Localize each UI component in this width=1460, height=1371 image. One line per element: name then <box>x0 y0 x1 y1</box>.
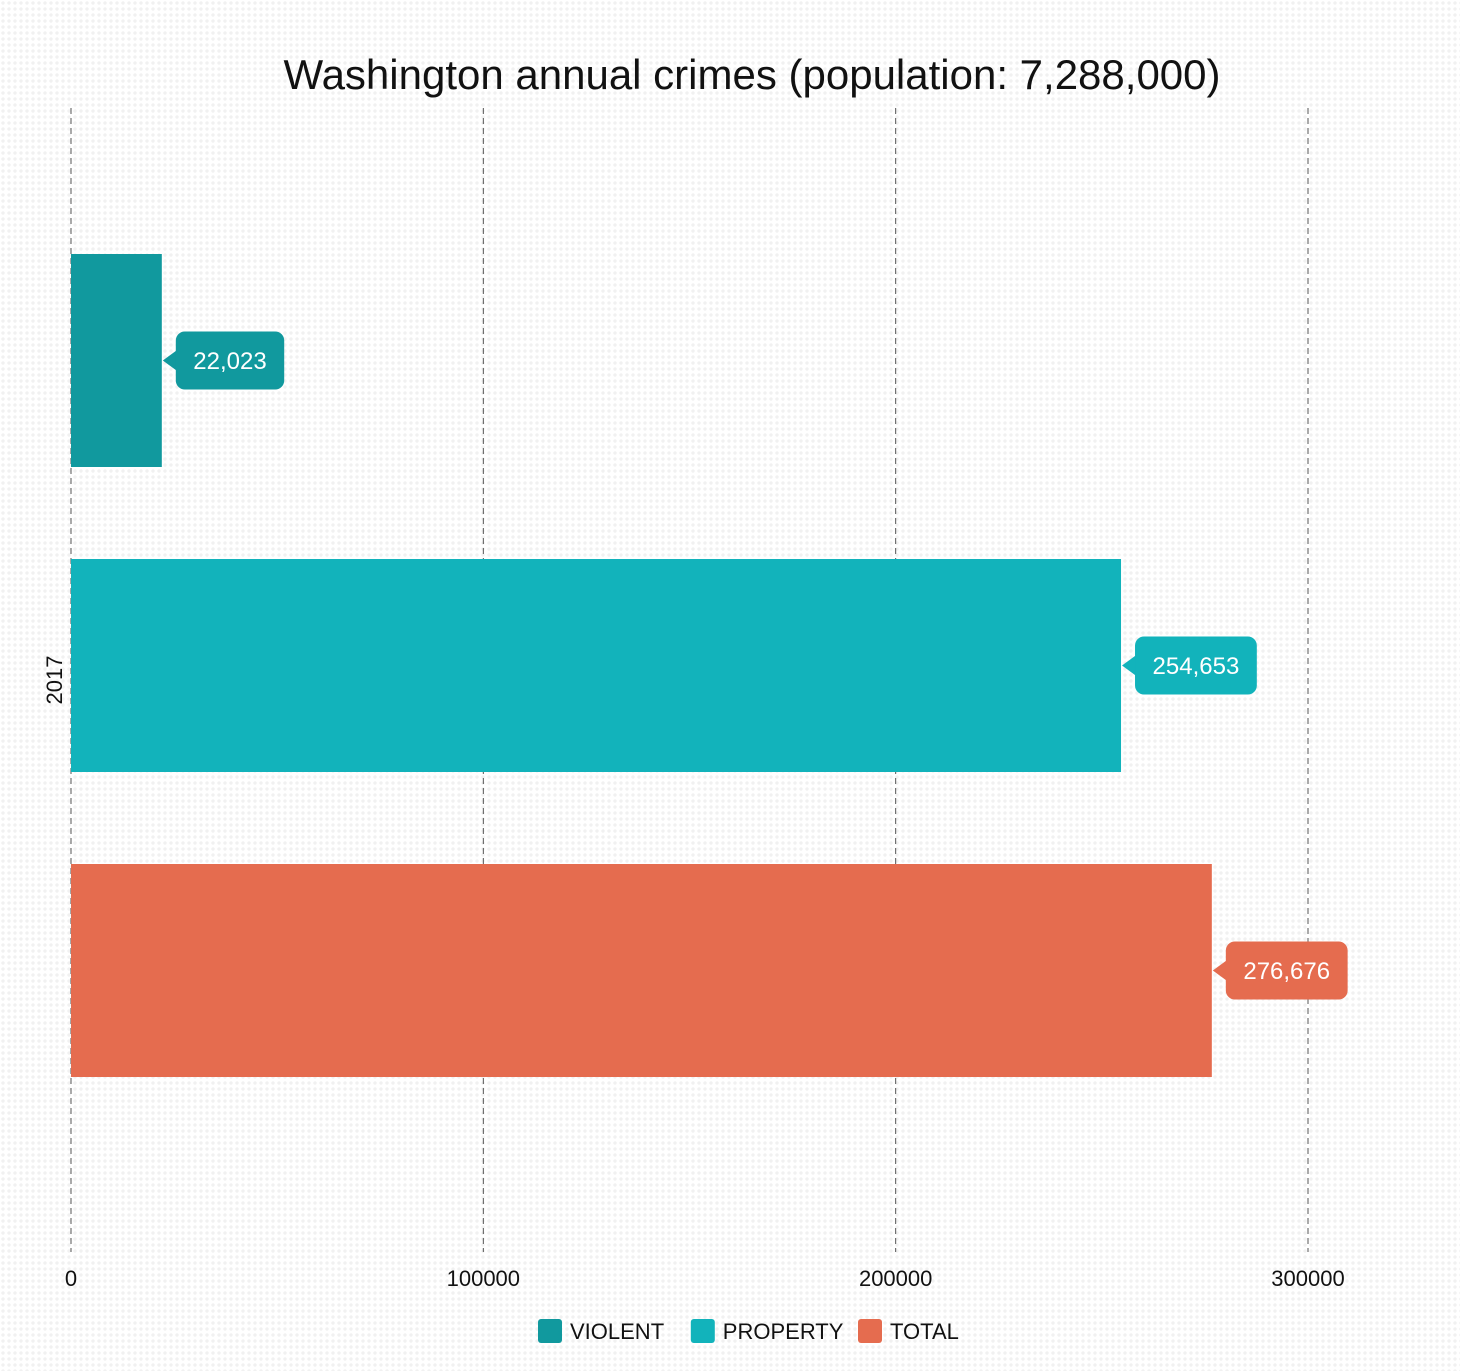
x-tick-label: 200000 <box>859 1266 932 1291</box>
bars <box>71 254 1212 1077</box>
value-label-pointer <box>1122 654 1138 677</box>
x-axis: 0 100000 200000 300000 <box>65 1266 1345 1291</box>
bar-total <box>71 864 1212 1077</box>
value-label-violent: 22,023 <box>162 331 285 390</box>
legend-label: PROPERTY <box>723 1319 844 1344</box>
value-label-text: 22,023 <box>193 348 266 375</box>
x-tick-label: 300000 <box>1271 1266 1344 1291</box>
value-label-total: 276,676 <box>1212 941 1348 1000</box>
bar-property <box>71 559 1122 772</box>
x-tick-label: 100000 <box>447 1266 520 1291</box>
legend-swatch <box>858 1319 882 1343</box>
y-axis: 2017 <box>42 656 67 705</box>
value-label-property: 254,653 <box>1122 636 1257 695</box>
y-tick-label: 2017 <box>42 656 67 705</box>
legend: VIOLENT PROPERTY TOTAL <box>538 1319 959 1344</box>
legend-item-total: TOTAL <box>858 1319 959 1344</box>
value-label-text: 254,653 <box>1153 653 1240 680</box>
value-label-box <box>1135 636 1257 695</box>
legend-item-property: PROPERTY <box>690 1319 844 1344</box>
value-label-text: 276,676 <box>1243 958 1330 985</box>
x-tick-label: 0 <box>65 1266 77 1291</box>
value-label-box <box>1225 941 1348 1000</box>
legend-label: VIOLENT <box>570 1319 664 1344</box>
chart-title: Washington annual crimes (population: 7,… <box>283 51 1220 98</box>
value-label-pointer <box>1212 959 1228 982</box>
value-label-box <box>175 331 285 390</box>
value-label-pointer <box>162 349 178 372</box>
value-labels: 22,023 254,653 276,676 <box>162 331 1348 1000</box>
legend-swatch <box>690 1319 715 1343</box>
legend-label: TOTAL <box>890 1319 959 1344</box>
legend-item-violent: VIOLENT <box>538 1319 664 1344</box>
legend-swatch <box>538 1319 562 1343</box>
bar-violent <box>71 254 162 467</box>
